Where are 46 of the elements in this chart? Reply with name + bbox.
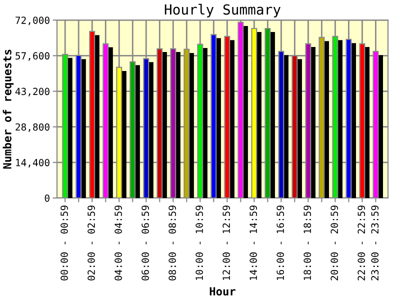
bar [135, 65, 140, 198]
bar [243, 26, 248, 198]
bar [202, 48, 208, 198]
bar [256, 32, 262, 198]
bar [338, 40, 342, 198]
bar [284, 55, 288, 198]
bar [216, 38, 221, 198]
y-tick-label: 14,400 [16, 158, 50, 168]
x-tick-label: 22:00 - 22:59 [358, 206, 366, 280]
bar [270, 32, 275, 198]
x-tick-label: 02:00 - 02:59 [88, 206, 95, 280]
bar [378, 55, 384, 198]
y-axis-title: Number of requests [2, 50, 14, 169]
x-tick-label: 14:00 - 14:59 [250, 206, 258, 280]
x-tick-label: 18:00 - 18:59 [304, 206, 312, 280]
x-tick-label: 23:00 - 23:59 [371, 206, 379, 280]
bar [122, 71, 126, 198]
bar [310, 47, 316, 198]
x-tick-label: 04:00 - 04:59 [114, 206, 122, 280]
x-tick-label: 00:00 - 00:59 [60, 206, 68, 280]
chart-title: Hourly Summary [164, 4, 280, 18]
x-tick-label: 12:00 - 12:59 [222, 206, 230, 280]
y-tick-label: 43,200 [15, 88, 50, 96]
y-tick-label: 57,600 [16, 52, 50, 61]
bar [230, 40, 234, 198]
x-tick-label: 16:00 - 16:59 [276, 206, 284, 280]
bar [162, 52, 167, 198]
bar [148, 62, 154, 198]
bar [364, 47, 370, 198]
bar [351, 43, 356, 198]
bar [176, 52, 180, 198]
bar [297, 59, 302, 198]
x-tick-label: 06:00 - 06:59 [142, 206, 149, 280]
x-axis-title: Hour [210, 287, 236, 296]
y-tick-label: 28,800 [16, 123, 50, 132]
bar [94, 35, 100, 198]
bar [324, 41, 329, 198]
bar [108, 47, 113, 198]
x-tick-label: 20:00 - 20:59 [330, 206, 338, 280]
bar [81, 59, 86, 198]
bar [189, 52, 194, 198]
bar [68, 58, 72, 198]
y-tick-label: 72,000 [16, 16, 50, 26]
x-tick-label: 10:00 - 10:59 [196, 206, 203, 280]
y-tick-label: 0 [44, 194, 50, 202]
x-tick-label: 08:00 - 08:59 [168, 206, 176, 280]
